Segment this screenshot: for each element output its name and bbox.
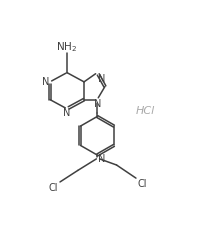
Text: HCl: HCl: [135, 106, 154, 116]
Text: N: N: [93, 99, 100, 109]
Text: N: N: [97, 154, 105, 164]
Text: N: N: [63, 108, 70, 118]
Text: Cl: Cl: [137, 179, 146, 189]
Text: N: N: [42, 77, 49, 87]
Text: N: N: [97, 74, 105, 83]
Text: Cl: Cl: [49, 183, 58, 193]
Text: NH$_2$: NH$_2$: [56, 40, 77, 54]
